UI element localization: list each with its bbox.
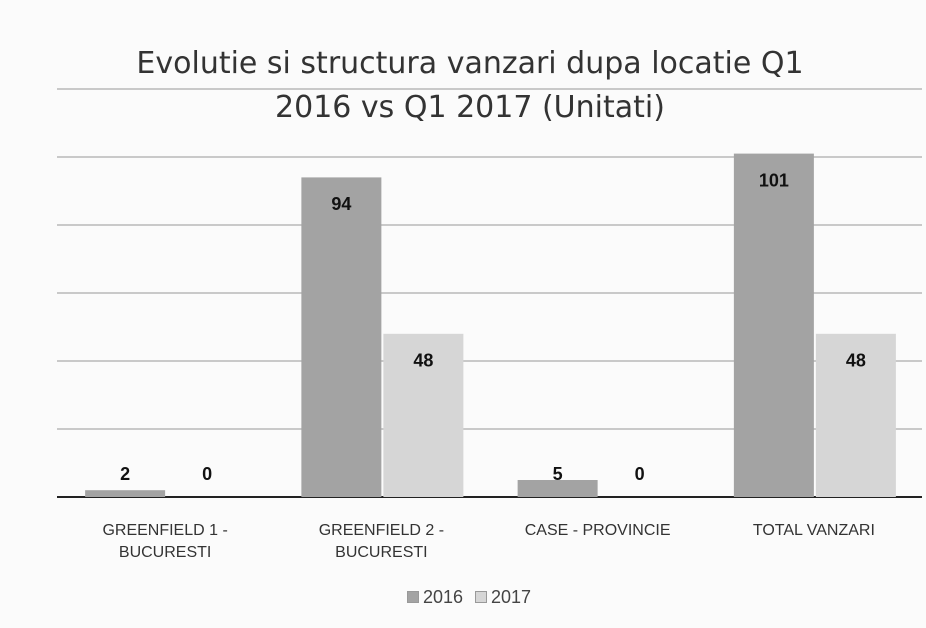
data-label: 2 (120, 464, 130, 484)
x-tick-label: GREENFIELD 2 - BUCURESTI (318, 522, 445, 561)
x-tick-label: CASE - PROVINCIE (524, 522, 671, 539)
data-label: 5 (553, 464, 563, 484)
legend-label: 2016 (422, 587, 463, 607)
chart-title: Evolutie si structura vanzari dupa locat… (136, 46, 804, 125)
data-label: 0 (202, 464, 212, 484)
bar (85, 490, 166, 497)
bar (517, 480, 598, 497)
data-label: 48 (846, 351, 866, 371)
legend-swatch (475, 591, 487, 603)
x-tick-label: TOTAL VANZARI (752, 522, 875, 539)
legend-swatch (406, 591, 419, 603)
data-label: 94 (331, 194, 351, 214)
data-label: 48 (413, 351, 433, 371)
legend: 2016 2017 (0, 587, 926, 608)
bar (815, 333, 896, 497)
data-label: 0 (635, 464, 645, 484)
bar (383, 333, 464, 497)
bar (733, 153, 814, 497)
x-tick-label: GREENFIELD 1 - BUCURESTI (102, 522, 228, 561)
legend-label: 2017 (491, 587, 532, 607)
data-label: 101 (759, 170, 789, 190)
bar (301, 177, 382, 497)
